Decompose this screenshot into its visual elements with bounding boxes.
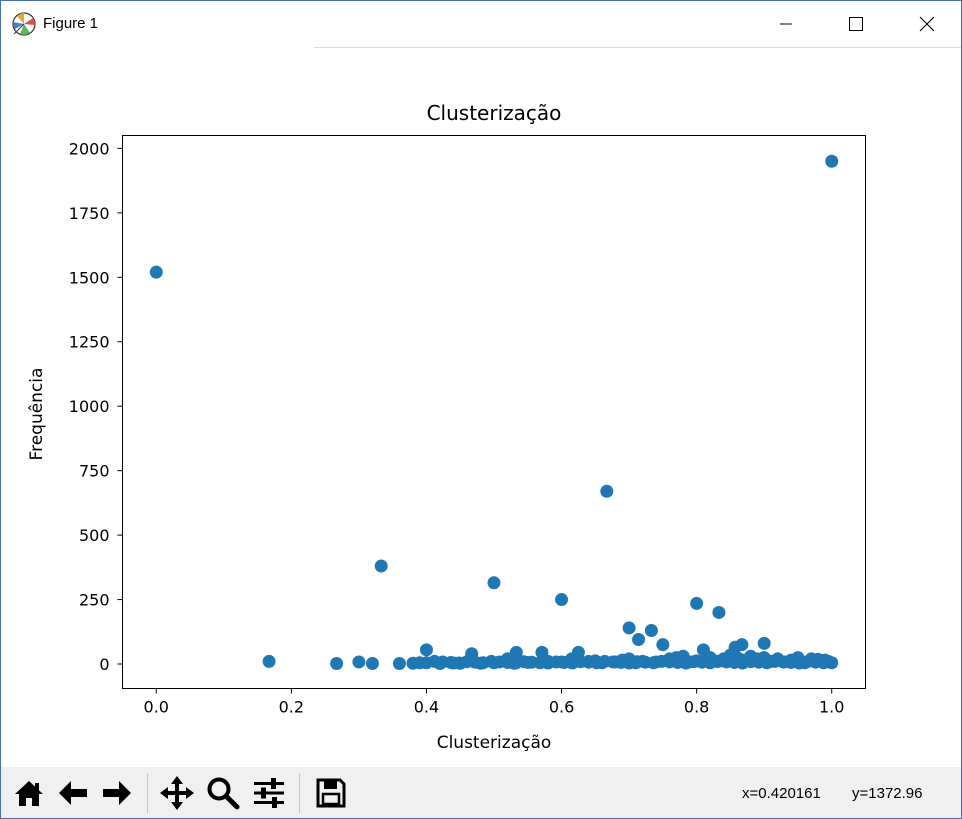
navigation-toolbar: x=0.420161 y=1372.96 (1, 767, 961, 818)
scatter-points (149, 154, 839, 670)
data-point (149, 265, 163, 279)
pan-icon (160, 776, 194, 810)
close-icon (919, 16, 935, 32)
minimize-button[interactable] (763, 1, 809, 47)
data-point (509, 645, 523, 659)
y-tick-label: 2000 (69, 139, 110, 158)
title-bar-divider (314, 47, 961, 48)
forward-arrow-icon (103, 781, 131, 805)
data-point (690, 596, 704, 610)
chart-title: Clusterização (427, 101, 562, 125)
data-point (712, 605, 726, 619)
home-button[interactable] (9, 773, 49, 813)
data-point (374, 559, 388, 573)
x-tick-label: 0.8 (684, 698, 709, 717)
title-bar[interactable]: Figure 1 (1, 1, 961, 47)
back-button[interactable] (53, 773, 93, 813)
data-point (352, 655, 366, 669)
y-tick-label: 750 (79, 462, 110, 481)
home-icon (15, 781, 43, 806)
scatter-plot[interactable]: 0.0 0.2 0.4 0.6 0.8 1.0 0 250 500 750 1000 1250 1500… (1, 48, 961, 767)
minimize-icon (780, 23, 792, 25)
data-point (419, 643, 433, 657)
data-point (487, 576, 501, 590)
maximize-icon (849, 17, 863, 31)
maximize-button[interactable] (833, 1, 879, 47)
y-tick-label: 1750 (69, 204, 110, 223)
save-icon (316, 778, 346, 808)
zoom-icon (207, 777, 240, 810)
x-tick-label: 0.6 (549, 698, 574, 717)
data-point (825, 154, 839, 168)
matplotlib-logo-icon (12, 12, 36, 36)
data-point (365, 656, 379, 670)
data-point (392, 656, 406, 670)
x-tick-label: 1.0 (819, 698, 844, 717)
data-point (757, 636, 771, 650)
y-tick-label: 1000 (69, 397, 110, 416)
data-point (600, 484, 614, 498)
axes-frame (122, 135, 866, 689)
data-point (330, 656, 344, 670)
y-tick-label: 0 (99, 655, 109, 674)
back-arrow-icon (59, 781, 87, 805)
y-tick-label: 250 (79, 591, 110, 610)
data-point (262, 654, 276, 668)
y-tick-label: 500 (79, 526, 110, 545)
y-tick-label: 1250 (69, 333, 110, 352)
data-point (622, 621, 636, 635)
x-tick-label: 0.0 (144, 698, 169, 717)
zoom-button[interactable] (203, 773, 243, 813)
toolbar-separator (299, 773, 300, 813)
cursor-x-readout: x=0.420161 (742, 785, 821, 802)
data-point (735, 638, 749, 652)
forward-button[interactable] (97, 773, 137, 813)
x-tick-label: 0.2 (279, 698, 304, 717)
figure-canvas[interactable]: 0.0 0.2 0.4 0.6 0.8 1.0 0 250 500 750 1000 1250 1500… (1, 48, 961, 767)
y-tick-label: 1500 (69, 268, 110, 287)
data-point (644, 623, 658, 637)
save-button[interactable] (311, 773, 351, 813)
configure-subplots-icon (254, 778, 284, 808)
x-tick-label: 0.4 (414, 698, 439, 717)
y-axis-label: Frequência (27, 368, 47, 461)
x-axis-label: Clusterização (437, 733, 552, 753)
data-point (817, 656, 831, 670)
pan-button[interactable] (157, 773, 197, 813)
data-point (656, 638, 670, 652)
data-point (632, 633, 646, 647)
configure-subplots-button[interactable] (249, 773, 289, 813)
close-button[interactable] (904, 1, 950, 47)
toolbar-separator (147, 773, 148, 813)
data-point (555, 593, 569, 607)
window-title: Figure 1 (43, 15, 99, 32)
cursor-y-readout: y=1372.96 (852, 785, 923, 802)
